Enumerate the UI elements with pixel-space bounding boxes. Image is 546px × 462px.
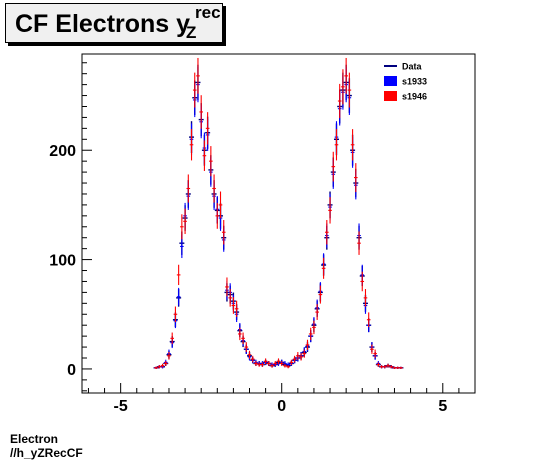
legend-label-s1946: s1946 (402, 92, 427, 102)
y-tick-label: 100 (49, 253, 76, 270)
series-s1946 (154, 57, 403, 369)
chart-title-superscript: rec (195, 3, 221, 22)
x-tick-label: -5 (114, 398, 128, 415)
plot-frame (81, 53, 476, 394)
legend-label-data: Data (402, 62, 423, 72)
footer-label: Electron (10, 432, 59, 446)
chart-title-box: CF Electrons y rec Z (5, 3, 223, 43)
y-tick-label: 200 (49, 143, 76, 160)
series-data (153, 64, 404, 369)
legend-swatch-s1946 (384, 91, 397, 101)
series-s1933 (154, 66, 403, 369)
legend-swatch-s1933 (384, 76, 397, 86)
x-tick-label: 5 (438, 398, 447, 415)
y-tick-label: 0 (67, 362, 76, 379)
chart-title-subscript: Z (186, 23, 197, 42)
chart-title: CF Electrons y (15, 10, 191, 38)
data-marks (153, 57, 404, 369)
histogram-path-label: //h_yZRecCF (10, 446, 83, 460)
legend-label-s1933: s1933 (402, 77, 427, 87)
legend: Data s1933 s1946 (384, 62, 427, 102)
x-tick-label: 0 (277, 398, 286, 415)
